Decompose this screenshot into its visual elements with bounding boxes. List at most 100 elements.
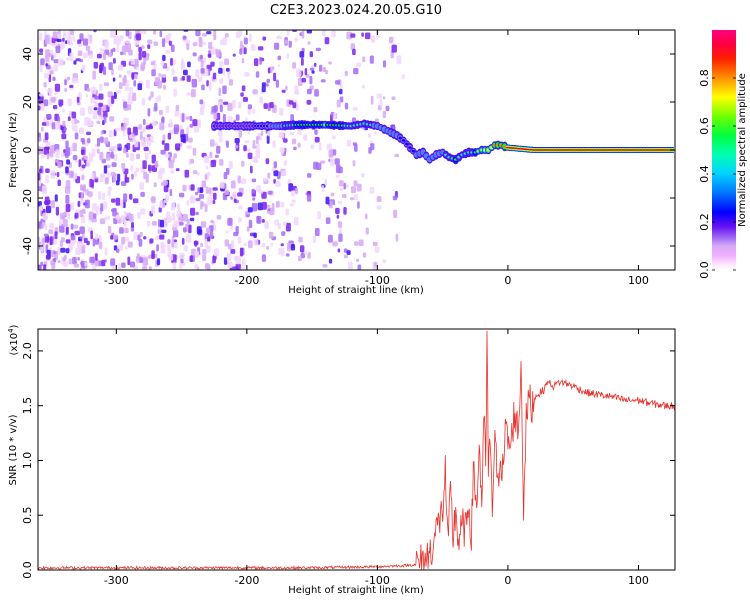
heatmap-cell — [227, 102, 233, 111]
heatmap-cell — [48, 74, 52, 83]
heatmap-cell — [288, 183, 294, 192]
heatmap-cell — [370, 143, 375, 151]
heatmap-cell — [241, 58, 245, 64]
heatmap-cell — [79, 236, 83, 240]
heatmap-cell — [333, 112, 337, 120]
heatmap-cell — [177, 203, 181, 210]
heatmap-cell — [69, 52, 74, 62]
heatmap-cell — [266, 204, 271, 208]
heatmap-cell — [103, 216, 108, 220]
heatmap-cell — [158, 73, 162, 77]
heatmap-cell — [154, 77, 160, 86]
heatmap-cell — [253, 232, 257, 238]
heatmap-cell — [204, 174, 208, 180]
heatmap-cell — [91, 172, 95, 180]
heatmap-cell — [191, 78, 197, 88]
heatmap-cell — [81, 244, 86, 254]
heatmap-cell — [147, 39, 153, 44]
heatmap-cell — [283, 138, 288, 143]
heatmap-cell — [53, 240, 57, 245]
heatmap-cell — [295, 187, 298, 195]
heatmap-cell — [372, 266, 377, 270]
heatmap-cell — [241, 178, 247, 184]
heatmap-cell — [115, 38, 122, 45]
heatmap-cell — [50, 148, 54, 158]
heatmap-cell — [112, 207, 117, 217]
heatmap-cell — [94, 259, 99, 267]
heatmap-cell — [252, 89, 258, 95]
heatmap-cell — [258, 189, 263, 194]
heatmap-cell — [320, 79, 326, 83]
heatmap-cell — [233, 231, 239, 237]
y-tick-label: -40 — [21, 237, 34, 255]
heatmap-cell — [259, 56, 262, 65]
heatmap-cell — [369, 55, 374, 64]
heatmap-cell — [178, 216, 184, 221]
heatmap-cell — [172, 76, 178, 82]
heatmap-cell — [63, 127, 67, 131]
heatmap-cell — [91, 218, 97, 223]
heatmap-cell — [322, 67, 327, 73]
heatmap-cell — [223, 101, 229, 105]
heatmap-cell — [376, 205, 382, 210]
heatmap-cell — [65, 140, 69, 149]
heatmap-cell — [195, 191, 198, 196]
heatmap-cell — [71, 111, 77, 119]
heatmap-cell — [350, 33, 356, 38]
colorbar-ticks: 0.0 0.2 0.4 0.6 0.8 — [698, 69, 736, 279]
heatmap-cell — [205, 165, 209, 170]
heatmap-cell — [394, 153, 399, 158]
y-tick-label: 0.5 — [21, 506, 34, 524]
heatmap-cell — [379, 98, 383, 108]
heatmap-cell — [164, 143, 170, 151]
heatmap-cell — [354, 143, 358, 152]
heatmap-cell — [208, 187, 212, 195]
trace-cell — [642, 149, 647, 151]
heatmap-cell — [40, 261, 44, 267]
heatmap-cell — [364, 213, 368, 220]
heatmap-cell — [130, 165, 133, 172]
heatmap-cell — [357, 201, 360, 209]
heatmap-cell — [132, 198, 139, 204]
heatmap-cell — [192, 52, 197, 57]
heatmap-cell — [38, 172, 41, 181]
heatmap-cell — [62, 37, 65, 42]
heatmap-cell — [103, 52, 107, 61]
heatmap-cell — [121, 45, 126, 52]
heatmap-cell — [41, 126, 44, 132]
heatmap-cell — [132, 126, 138, 136]
heatmap-cell — [171, 235, 175, 243]
heatmap-cell — [142, 119, 146, 126]
heatmap-cell — [89, 54, 93, 59]
heatmap-cell — [332, 241, 338, 247]
heatmap-cell — [165, 34, 171, 43]
heatmap-cell — [269, 102, 274, 109]
heatmap-cell — [68, 258, 72, 265]
heatmap-cell — [275, 201, 280, 208]
heatmap-cell — [97, 260, 103, 267]
heatmap-cell — [52, 31, 58, 39]
heatmap-cell — [166, 244, 171, 251]
heatmap-cell — [153, 30, 157, 35]
heatmap-cell — [52, 105, 58, 110]
heatmap-cell — [137, 83, 143, 91]
heatmap-cell — [106, 215, 111, 221]
heatmap-cell — [66, 226, 69, 235]
heatmap-cell — [342, 194, 347, 199]
heatmap-cell — [273, 179, 276, 184]
trace-cell — [667, 149, 671, 151]
heatmap-cell — [138, 46, 142, 53]
heatmap-cell — [145, 125, 151, 130]
heatmap-cell — [112, 145, 117, 151]
heatmap-cell — [230, 249, 236, 254]
heatmap-cell — [74, 159, 78, 163]
heatmap-cell — [338, 180, 344, 187]
heatmap-cell — [292, 102, 297, 109]
heatmap-cell — [314, 129, 318, 135]
heatmap-cell — [80, 260, 85, 268]
heatmap-cell — [183, 69, 188, 76]
heatmap-cell — [195, 197, 201, 202]
trace-cell — [658, 149, 662, 151]
heatmap-cell — [54, 194, 58, 202]
heatmap-cell — [128, 92, 132, 97]
